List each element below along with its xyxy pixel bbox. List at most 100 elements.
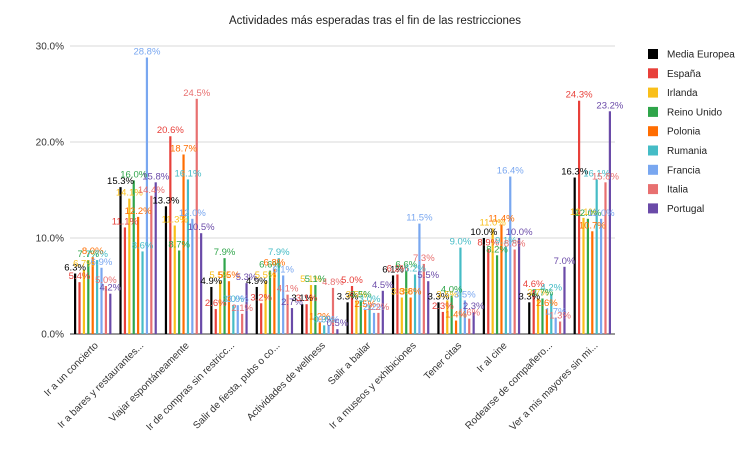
data-label: 28.8%	[133, 47, 160, 58]
data-label: 8.9%	[477, 238, 499, 249]
bar	[396, 274, 399, 334]
bar	[532, 289, 535, 334]
bar	[191, 218, 194, 334]
data-label: 5.1%	[300, 274, 322, 285]
data-label: 16.1%	[174, 168, 201, 179]
data-label: 10.5%	[188, 222, 215, 233]
legend-item[interactable]: Polonia	[648, 126, 701, 138]
data-label: 12.2%	[125, 206, 152, 217]
data-label: 5.5%	[209, 270, 231, 281]
data-label: 4.2%	[99, 283, 121, 294]
legend-label: Irlanda	[667, 88, 698, 99]
data-label: 5.5%	[218, 270, 240, 281]
data-label: 5.1%	[305, 274, 327, 285]
data-label: 16.1%	[583, 168, 610, 179]
data-label: 8.0%	[82, 246, 104, 257]
gridlines	[70, 45, 615, 335]
bar	[608, 111, 611, 334]
data-label: 7.9%	[268, 247, 290, 258]
legend-swatch	[648, 68, 658, 79]
bar	[331, 287, 335, 334]
bar	[446, 300, 449, 334]
data-label: 6.9%	[91, 257, 113, 268]
data-label: 2.5%	[354, 299, 376, 310]
data-label: 6.6%	[395, 260, 417, 271]
data-label: 3.5%	[346, 289, 368, 300]
bar	[214, 309, 217, 334]
bar	[82, 269, 86, 334]
bar	[422, 263, 425, 334]
data-label: 15.3%	[107, 176, 134, 187]
data-label: 4.9%	[246, 276, 268, 287]
bar	[491, 228, 494, 334]
legend-item[interactable]: Italia	[648, 184, 689, 196]
bar	[245, 283, 248, 334]
x-category-label: Viajar espontáneamente	[107, 340, 192, 425]
bar	[186, 179, 190, 334]
bar	[599, 218, 603, 334]
data-label: 16.0%	[120, 169, 147, 180]
data-label: 4.8%	[322, 277, 344, 288]
data-label: 8.7%	[168, 239, 190, 250]
bar	[454, 320, 458, 334]
data-label: 8.8%	[504, 239, 526, 250]
y-tick-label: 10.0%	[36, 234, 64, 245]
bar	[536, 298, 540, 334]
bar	[327, 325, 330, 334]
data-label: 13.3%	[152, 195, 179, 206]
legend-label: Polonia	[667, 127, 701, 138]
legend-item[interactable]: Rumania	[648, 145, 707, 158]
data-label: 5.3%	[236, 272, 258, 283]
data-labels: 6.3%5.4%6.7%7.7%8.0%7.7%6.9%5.0%4.2%15.3…	[64, 47, 624, 330]
bar	[282, 275, 285, 334]
legend-item[interactable]: Francia	[648, 164, 701, 177]
bar	[368, 305, 371, 334]
legend-item[interactable]: España	[648, 68, 701, 80]
data-label: 3.3%	[337, 291, 359, 302]
bar	[150, 195, 153, 334]
x-category-label: Salir de fiesta, pubs o co...	[191, 340, 282, 431]
data-label: 12.1%	[570, 207, 597, 218]
bar	[96, 260, 99, 334]
data-label: 6.2%	[387, 263, 409, 274]
legend-item[interactable]: Irlanda	[648, 87, 698, 100]
bar	[558, 321, 562, 334]
legend-item[interactable]: Media Europea	[648, 49, 735, 61]
bar	[164, 206, 168, 334]
bar	[513, 249, 516, 334]
data-label: 23.2%	[596, 100, 623, 111]
bar	[563, 266, 566, 334]
data-label: 5.4%	[69, 271, 91, 282]
data-label: 15.8%	[142, 171, 169, 182]
legend-item[interactable]: Reino Unido	[648, 106, 722, 119]
data-label: 0.5%	[327, 318, 349, 329]
bar	[323, 325, 326, 334]
legend-item[interactable]: Portugal	[648, 203, 704, 215]
data-label: 0.9%	[318, 314, 340, 325]
bar	[268, 270, 272, 334]
bar	[459, 247, 462, 334]
bar	[137, 216, 140, 334]
bar	[210, 286, 213, 334]
data-label: 0.9%	[313, 314, 335, 325]
data-label: 5.0%	[95, 275, 117, 286]
data-label: 11.3%	[162, 215, 189, 226]
x-category-label: Ir a bares y restaurantes...	[56, 340, 146, 430]
x-category-label: Ir al cine	[475, 340, 510, 375]
y-axis-ticks: 0.0% 10.0% 20.0% 30.0%	[36, 42, 64, 341]
data-label: 1.2%	[309, 311, 331, 322]
data-label: 3.8%	[400, 287, 422, 298]
data-label: 8.2%	[486, 244, 508, 255]
bar	[350, 286, 354, 334]
bar	[314, 285, 317, 334]
bar	[123, 227, 127, 334]
bar	[169, 136, 172, 334]
legend-label: Italia	[667, 185, 689, 196]
data-label: 3.0%	[223, 294, 245, 305]
bar	[154, 182, 157, 334]
y-tick-label: 20.0%	[36, 138, 64, 149]
bar	[277, 258, 280, 334]
legend-label: Media Europea	[667, 50, 735, 61]
bar	[286, 294, 289, 334]
